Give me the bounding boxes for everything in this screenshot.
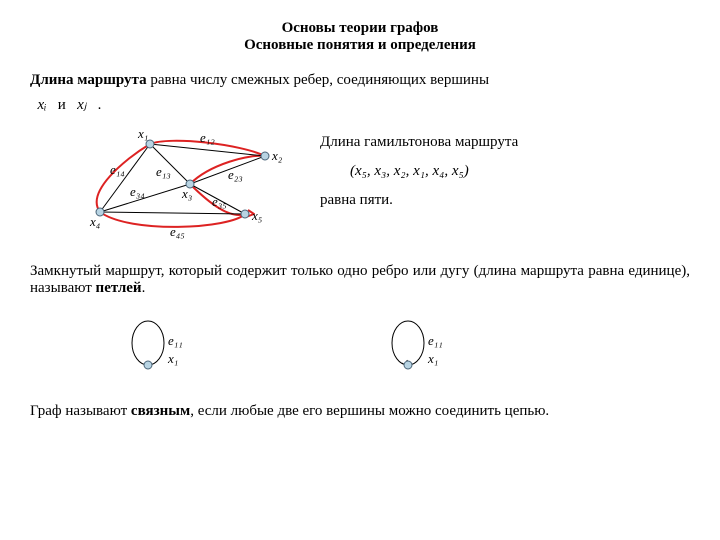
label-x2: x₂ — [271, 148, 283, 163]
var-xj: xⱼ — [77, 97, 86, 113]
loop-node-1 — [144, 361, 152, 369]
loop-undirected: e₁₁ x₁ — [120, 315, 200, 385]
para-path-length: Длина маршрута равна числу смежных ребер… — [30, 72, 690, 89]
label-x4: x₄ — [89, 214, 101, 229]
label-e23: e₂₃ — [228, 167, 243, 182]
title-line-2: Основные понятия и определения — [30, 37, 690, 54]
term-path-length: Длина маршрута — [30, 72, 147, 88]
label-e12: e₁₂ — [200, 130, 215, 145]
edge-e45 — [100, 212, 245, 214]
diagram-row: x₁ x₂ x₃ x₅ x₄ e₁₂ e₁₃ e₁₄ e₂₃ e₃₄ e₃₅ e… — [30, 124, 690, 249]
hamiltonian-tuple: (x₅, x₃, x₂, x₁, x₄, x₅) — [350, 163, 690, 180]
loop2-node-label: x₁ — [427, 351, 438, 366]
loop-directed: e₁₁ x₁ — [380, 315, 460, 385]
node-x2 — [261, 152, 269, 160]
dot: . — [98, 97, 102, 113]
loop1-edge-label: e₁₁ — [168, 333, 183, 348]
loop-edge-1 — [132, 321, 164, 365]
label-e35: e₃₅ — [212, 194, 227, 209]
right-text-col: Длина гамильтонова маршрута (x₅, x₃, x₂,… — [300, 124, 690, 209]
para-connected: Граф называют связным, если любые две ег… — [30, 403, 690, 420]
label-x1: x₁ — [137, 126, 148, 141]
loop-edge-2 — [392, 321, 424, 365]
para1-rest: равна числу смежных ребер, соединяющих в… — [147, 72, 489, 88]
graph-svg: x₁ x₂ x₃ x₅ x₄ e₁₂ e₁₃ e₁₄ e₂₃ e₃₄ e₃₅ e… — [70, 124, 300, 244]
label-x5: x₅ — [251, 208, 262, 223]
label-e34: e₃₄ — [130, 184, 145, 199]
loop-node-2 — [404, 361, 412, 369]
title-line-1: Основы теории графов — [30, 20, 690, 37]
term-loop: петлей — [96, 280, 142, 296]
node-x1 — [146, 140, 154, 148]
label-x3: x₃ — [181, 186, 192, 201]
label-e13: e₁₃ — [156, 164, 171, 179]
edge-e34 — [100, 184, 190, 212]
hamiltonian-length-text: Длина гамильтонова маршрута — [320, 134, 690, 151]
label-e45: e₄₅ — [170, 224, 185, 239]
loop2-edge-label: e₁₁ — [428, 333, 443, 348]
para3-c: , если любые две его вершины можно соеди… — [190, 403, 549, 419]
node-x5 — [241, 210, 249, 218]
para2-c: . — [142, 280, 146, 296]
para-loop: Замкнутый маршрут, который содержит толь… — [30, 263, 690, 297]
var-xi: xᵢ — [38, 97, 47, 113]
term-connected: связным — [131, 403, 190, 419]
loop-diagrams-row: e₁₁ x₁ e₁₁ x₁ — [120, 315, 690, 385]
para3-a: Граф называют — [30, 403, 131, 419]
main-graph-diagram: x₁ x₂ x₃ x₅ x₄ e₁₂ e₁₃ e₁₄ e₂₃ e₃₄ e₃₅ e… — [70, 124, 300, 249]
vertices-line: xᵢ и xⱼ . — [30, 95, 690, 114]
equals-five-text: равна пяти. — [320, 192, 690, 209]
loop1-node-label: x₁ — [167, 351, 178, 366]
label-e14: e₁₄ — [110, 162, 125, 177]
and-word: и — [58, 97, 66, 113]
title-block: Основы теории графов Основные понятия и … — [30, 20, 690, 54]
